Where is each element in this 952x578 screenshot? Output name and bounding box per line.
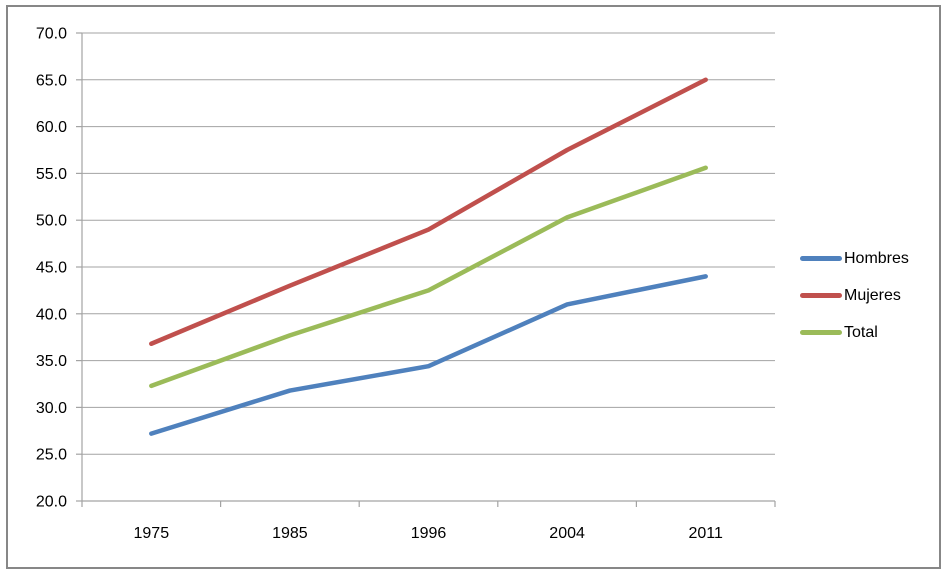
y-tick-label: 60.0 — [36, 119, 67, 136]
mujeres-line-swatch — [800, 293, 842, 298]
x-tick-label: 2011 — [688, 525, 723, 542]
y-tick-label: 45.0 — [36, 260, 67, 277]
series-line-mujeres[interactable] — [149, 77, 708, 347]
y-tick-label: 20.0 — [36, 494, 67, 511]
y-tick-label: 70.0 — [36, 26, 67, 43]
series-line-hombres[interactable] — [149, 274, 708, 436]
y-tick-label: 50.0 — [36, 213, 67, 230]
chart-legend: Hombres Mujeres Total — [800, 240, 909, 351]
legend-item-mujeres[interactable]: Mujeres — [800, 277, 909, 314]
x-tick-label: 1985 — [272, 525, 308, 542]
series-line-total[interactable] — [149, 165, 708, 389]
x-tick-label: 1996 — [411, 525, 447, 542]
line-chart-plot: 70.0 65.0 60.0 55.0 50.0 45.0 40.0 35.0 30.0 25.0… — [36, 26, 776, 542]
y-tick-label: 35.0 — [36, 353, 67, 370]
y-tick-label: 65.0 — [36, 72, 67, 89]
hombres-line-swatch — [800, 256, 842, 261]
x-tick-label: 1975 — [134, 525, 170, 542]
legend-label-mujeres: Mujeres — [844, 286, 901, 304]
legend-label-hombres: Hombres — [844, 249, 909, 267]
legend-label-total: Total — [844, 323, 878, 341]
x-axis-ticks-and-labels: 1975 1985 1996 2004 2011 — [81, 501, 776, 542]
y-tick-label: 30.0 — [36, 400, 67, 417]
x-tick-label: 2004 — [549, 525, 585, 542]
y-tick-label: 25.0 — [36, 447, 67, 464]
y-tick-label: 55.0 — [36, 166, 67, 183]
gridlines — [82, 32, 775, 455]
legend-item-hombres[interactable]: Hombres — [800, 240, 909, 277]
total-line-swatch — [800, 330, 842, 335]
y-tick-label: 40.0 — [36, 306, 67, 323]
legend-item-total[interactable]: Total — [800, 314, 909, 351]
y-axis-ticks-and-labels: 70.0 65.0 60.0 55.0 50.0 45.0 40.0 35.0 30.0 25.0… — [36, 26, 82, 511]
chart-frame: 70.0 65.0 60.0 55.0 50.0 45.0 40.0 35.0 30.0 25.0… — [6, 5, 941, 569]
